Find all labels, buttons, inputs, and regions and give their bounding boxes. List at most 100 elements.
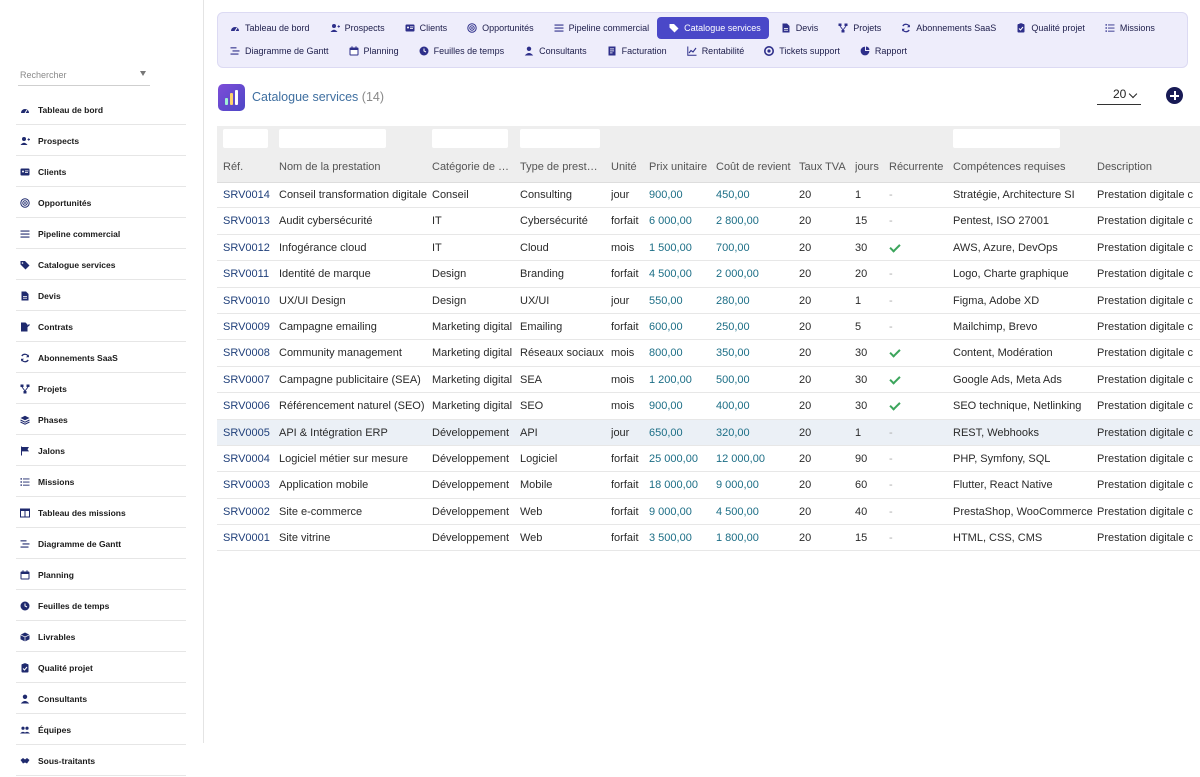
sidebar-item-qualite-projet[interactable]: Qualité projet bbox=[16, 653, 186, 683]
table-row[interactable]: SRV0005 API & Intégration ERP Développemen… bbox=[217, 419, 1200, 446]
cell-ref[interactable]: SRV0001 bbox=[223, 532, 270, 545]
cell-ref[interactable]: SRV0009 bbox=[223, 320, 270, 333]
table-row[interactable]: SRV0012 Infogérance cloud IT Cloud mois 1 500… bbox=[217, 235, 1200, 262]
sidebar-item-jalons[interactable]: Jalons bbox=[16, 436, 186, 466]
table-row[interactable]: SRV0014 Conseil transformation digitale Co… bbox=[217, 182, 1200, 209]
sidebar-item-catalogue-services[interactable]: Catalogue services bbox=[16, 250, 186, 280]
sidebar-item-clients[interactable]: Clients bbox=[16, 157, 186, 187]
tab-prospects[interactable]: Prospects bbox=[318, 17, 393, 39]
cell-ref[interactable]: SRV0005 bbox=[223, 426, 270, 439]
cell-cost: 700,00 bbox=[716, 241, 750, 254]
tab-missions[interactable]: Missions bbox=[1093, 17, 1163, 39]
layers-icon bbox=[20, 415, 30, 425]
table-row[interactable]: SRV0006 Référencement naturel (SEO) Market… bbox=[217, 393, 1200, 420]
search-select[interactable]: Rechercher bbox=[18, 66, 150, 86]
filter-type-input[interactable] bbox=[520, 129, 600, 148]
tab-opportunites[interactable]: Opportunités bbox=[455, 17, 542, 39]
cell-ref[interactable]: SRV0004 bbox=[223, 452, 270, 465]
cell-ref[interactable]: SRV0003 bbox=[223, 479, 270, 492]
table-row[interactable]: SRV0008 Community management Marketing dig… bbox=[217, 340, 1200, 367]
column-header-type[interactable]: Type de prest… bbox=[520, 161, 598, 173]
sidebar-item-planning[interactable]: Planning bbox=[16, 560, 186, 590]
column-header-cost[interactable]: Coût de revient bbox=[716, 161, 791, 173]
column-header-category[interactable]: Catégorie de … bbox=[432, 161, 510, 173]
tab-feuilles-de-temps[interactable]: Feuilles de temps bbox=[407, 40, 513, 62]
column-header-skills[interactable]: Compétences requises bbox=[953, 161, 1066, 173]
list-icon bbox=[554, 23, 564, 33]
sidebar-item-livrables[interactable]: Livrables bbox=[16, 622, 186, 652]
cell-ref[interactable]: SRV0014 bbox=[223, 189, 270, 201]
sidebar-item-opportunites[interactable]: Opportunités bbox=[16, 188, 186, 218]
sidebar-item-sous-traitants[interactable]: Sous-traitants bbox=[16, 746, 186, 776]
cell-category: Développement bbox=[432, 479, 510, 492]
tab-devis[interactable]: Devis bbox=[769, 17, 827, 39]
tab-rentabilite[interactable]: Rentabilité bbox=[675, 40, 753, 62]
column-header-recurring[interactable]: Récurrente bbox=[889, 161, 944, 173]
cell-category: Développement bbox=[432, 426, 510, 439]
sidebar-item-contrats[interactable]: Contrats bbox=[16, 312, 186, 342]
column-header-description[interactable]: Description bbox=[1097, 161, 1153, 173]
page-size-select[interactable]: 20 bbox=[1097, 84, 1141, 105]
cell-unit: forfait bbox=[611, 320, 639, 333]
tab-label: Tableau de bord bbox=[245, 23, 310, 33]
tab-tableau-de-bord[interactable]: Tableau de bord bbox=[218, 17, 318, 39]
column-header-name[interactable]: Nom de la prestation bbox=[279, 161, 381, 173]
table-row[interactable]: SRV0010 UX/UI Design Design UX/UI jour 550,00… bbox=[217, 288, 1200, 314]
cell-ref[interactable]: SRV0008 bbox=[223, 347, 270, 360]
sidebar-item-devis[interactable]: Devis bbox=[16, 281, 186, 311]
table-row[interactable]: SRV0001 Site vitrine Développement Web forfa… bbox=[217, 525, 1200, 552]
cell-unit-price: 650,00 bbox=[649, 426, 683, 439]
tab-consultants[interactable]: Consultants bbox=[512, 40, 595, 62]
table-row[interactable]: SRV0013 Audit cybersécurité IT Cybersécurit… bbox=[217, 208, 1200, 235]
sidebar-item-feuilles-de-temps[interactable]: Feuilles de temps bbox=[16, 591, 186, 621]
filter-category-input[interactable] bbox=[432, 129, 508, 148]
cell-ref[interactable]: SRV0011 bbox=[223, 268, 270, 281]
sidebar-item-pipeline-commercial[interactable]: Pipeline commercial bbox=[16, 219, 186, 249]
column-header-unit-price[interactable]: Prix unitaire bbox=[649, 161, 708, 173]
sidebar-item-projets[interactable]: Projets bbox=[16, 374, 186, 404]
tab-pipeline-commercial[interactable]: Pipeline commercial bbox=[542, 17, 658, 39]
column-header-ref[interactable]: Réf. bbox=[223, 161, 244, 173]
caret-down-icon[interactable] bbox=[140, 71, 146, 76]
tab-projets[interactable]: Projets bbox=[826, 17, 889, 39]
sidebar-item-prospects[interactable]: Prospects bbox=[16, 126, 186, 156]
tab-qualite-projet[interactable]: Qualité projet bbox=[1004, 17, 1093, 39]
add-service-button[interactable] bbox=[1166, 87, 1183, 104]
sidebar-item-diagramme-de-gantt[interactable]: Diagramme de Gantt bbox=[16, 529, 186, 559]
cell-ref[interactable]: SRV0006 bbox=[223, 400, 270, 413]
sidebar-item-phases[interactable]: Phases bbox=[16, 405, 186, 435]
tab-tickets-support[interactable]: Tickets support bbox=[752, 40, 848, 62]
cell-ref[interactable]: SRV0002 bbox=[223, 505, 270, 518]
tab-catalogue-services[interactable]: Catalogue services bbox=[657, 17, 769, 39]
table-row[interactable]: SRV0007 Campagne publicitaire (SEA) Market… bbox=[217, 367, 1200, 394]
table-row[interactable]: SRV0009 Campagne emailing Marketing digita… bbox=[217, 314, 1200, 341]
tab-diagramme-de-gantt[interactable]: Diagramme de Gantt bbox=[218, 40, 337, 62]
cell-ref[interactable]: SRV0007 bbox=[223, 373, 270, 386]
sidebar-item-consultants[interactable]: Consultants bbox=[16, 684, 186, 714]
tab-facturation[interactable]: Facturation bbox=[595, 40, 675, 62]
column-header-days[interactable]: jours bbox=[855, 161, 879, 173]
id-card-icon bbox=[405, 23, 415, 33]
table-row[interactable]: SRV0002 Site e-commerce Développement Web fo… bbox=[217, 499, 1200, 526]
column-header-vat[interactable]: Taux TVA bbox=[799, 161, 846, 173]
table-row[interactable]: SRV0004 Logiciel métier sur mesure Dévelop… bbox=[217, 446, 1200, 473]
sidebar-item-missions[interactable]: Missions bbox=[16, 467, 186, 497]
table-row[interactable]: SRV0003 Application mobile Développement Mo… bbox=[217, 472, 1200, 499]
cell-ref[interactable]: SRV0010 bbox=[223, 294, 270, 307]
tab-abonnements-saas[interactable]: Abonnements SaaS bbox=[889, 17, 1004, 39]
cell-unit: forfait bbox=[611, 452, 639, 465]
tab-planning[interactable]: Planning bbox=[337, 40, 407, 62]
filter-skills-input[interactable] bbox=[953, 129, 1060, 148]
tab-rapport[interactable]: Rapport bbox=[848, 40, 915, 62]
sidebar-item-tableau-des-missions[interactable]: Tableau des missions bbox=[16, 498, 186, 528]
filter-name-input[interactable] bbox=[279, 129, 386, 148]
column-header-unit[interactable]: Unité bbox=[611, 161, 637, 173]
table-row[interactable]: SRV0011 Identité de marque Design Branding f… bbox=[217, 261, 1200, 288]
sidebar-item-equipes[interactable]: Équipes bbox=[16, 715, 186, 745]
filter-ref-input[interactable] bbox=[223, 129, 268, 148]
tab-clients[interactable]: Clients bbox=[393, 17, 456, 39]
cell-ref[interactable]: SRV0013 bbox=[223, 215, 270, 228]
sidebar-item-tableau-de-bord[interactable]: Tableau de bord bbox=[16, 95, 186, 125]
cell-ref[interactable]: SRV0012 bbox=[223, 241, 270, 254]
sidebar-item-abonnements-saas[interactable]: Abonnements SaaS bbox=[16, 343, 186, 373]
